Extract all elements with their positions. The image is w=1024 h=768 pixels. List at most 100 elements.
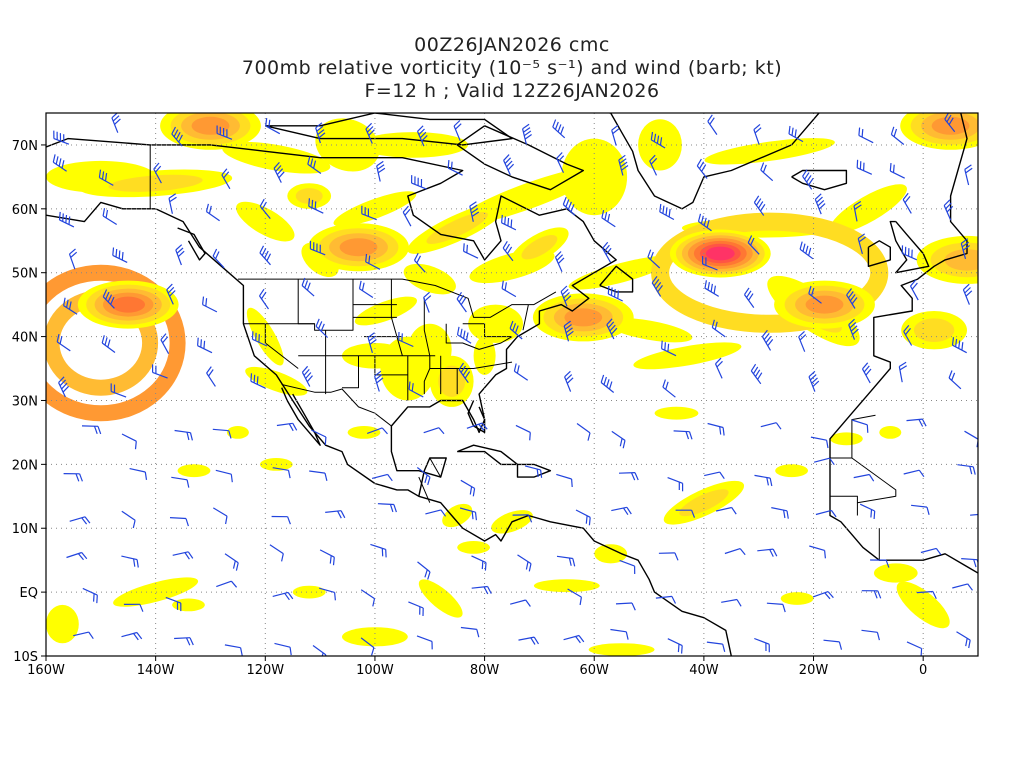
vorticity-streak <box>177 464 211 478</box>
wind-barb <box>952 583 973 591</box>
wind-barb <box>398 331 414 348</box>
wind-barb <box>858 127 874 144</box>
vorticity-swirl <box>651 212 889 333</box>
wind-barb <box>650 131 666 149</box>
wind-barb <box>153 162 162 184</box>
wind-barb <box>658 552 679 561</box>
wind-barb <box>607 285 623 302</box>
wind-barb <box>611 430 626 449</box>
wind-barb <box>859 503 876 520</box>
wind-barb <box>63 473 83 482</box>
wind-barb <box>902 192 912 214</box>
wind-barb <box>319 587 336 601</box>
vorticity-streak <box>561 138 628 216</box>
wind-barb <box>788 125 804 143</box>
wind-barb <box>269 544 284 562</box>
wind-barb <box>272 467 291 479</box>
vorticity-streak <box>521 235 558 260</box>
wind-barb <box>655 595 677 604</box>
wind-barb <box>512 514 533 523</box>
wind-barb <box>53 130 70 145</box>
wind-barb <box>259 198 271 219</box>
wind-barb <box>615 602 636 611</box>
wind-barb <box>408 381 424 398</box>
wind-barb <box>376 160 386 182</box>
wind-barb <box>707 114 718 135</box>
wind-barb <box>606 318 618 340</box>
wind-barb <box>815 509 837 518</box>
wind-barb <box>721 598 742 607</box>
wind-barb <box>411 175 427 190</box>
lon-tick-label: 20W <box>799 663 829 678</box>
wind-barb <box>649 154 658 176</box>
wind-barb <box>890 126 905 145</box>
wind-barb <box>701 256 718 271</box>
wind-barb <box>861 629 880 641</box>
lon-tick-label: 100W <box>356 663 394 678</box>
coastline-iceland <box>791 169 848 191</box>
wind-barb <box>425 509 447 517</box>
wind-barb <box>810 436 829 449</box>
wind-barb <box>459 507 477 521</box>
wind-barb <box>513 363 529 381</box>
wind-barb <box>197 337 213 354</box>
wind-barb <box>760 162 774 182</box>
vorticity-streak <box>295 188 323 204</box>
wind-barb <box>259 245 272 266</box>
wind-barb <box>522 123 532 145</box>
vorticity-streak <box>473 336 496 375</box>
wind-barb <box>366 427 388 435</box>
wind-barb <box>212 428 232 439</box>
wind-barb <box>367 332 377 354</box>
wind-barb <box>662 379 676 398</box>
wind-barb <box>600 374 615 393</box>
wind-barb <box>447 160 463 176</box>
wind-barb <box>416 467 431 486</box>
vorticity-streak <box>226 426 249 439</box>
wind-barb <box>515 424 531 441</box>
wind-barb <box>856 159 873 175</box>
wind-barb <box>501 214 517 231</box>
wind-barb <box>301 277 315 297</box>
vorticity-maximum-northeast-atlantic-arc <box>805 295 844 314</box>
wind-barb <box>851 419 869 433</box>
wind-barb <box>707 422 725 436</box>
wind-barb <box>808 285 822 304</box>
vorticity-streak <box>113 577 199 607</box>
wind-barb <box>360 637 375 656</box>
wind-barb <box>370 543 387 558</box>
vorticity-streak <box>775 464 808 478</box>
vorticity-streak <box>633 342 742 370</box>
wind-barb <box>509 320 523 340</box>
wind-barb <box>961 558 978 568</box>
wind-barb <box>960 238 970 260</box>
wind-barb <box>102 208 118 226</box>
wind-barb <box>799 241 814 260</box>
lat-tick-label: 30N <box>12 395 38 410</box>
vorticity-streak <box>457 541 490 554</box>
wind-barb <box>518 636 540 645</box>
wind-barb <box>413 252 426 273</box>
wind-barb <box>374 370 384 392</box>
wind-barb <box>272 591 294 601</box>
wind-barb <box>423 427 445 435</box>
lon-tick-label: 80W <box>470 663 500 678</box>
wind-barb <box>706 641 726 652</box>
vorticity-streak <box>292 585 326 599</box>
lat-tick-label: 50N <box>12 267 38 282</box>
vorticity-streak <box>236 201 295 242</box>
wind-barb <box>814 193 826 215</box>
wind-barb <box>704 280 720 297</box>
wind-barb <box>460 626 480 638</box>
wind-barb <box>554 251 565 273</box>
political-boundary <box>522 304 529 331</box>
lat-tick-label: 10S <box>13 650 38 665</box>
wind-barb <box>112 247 128 263</box>
vorticity-streak <box>342 627 408 647</box>
wind-barb <box>610 628 629 640</box>
wind-barb <box>754 474 773 487</box>
vorticity-streak <box>533 579 600 593</box>
wind-barb <box>309 240 326 256</box>
wind-barb <box>602 241 612 263</box>
